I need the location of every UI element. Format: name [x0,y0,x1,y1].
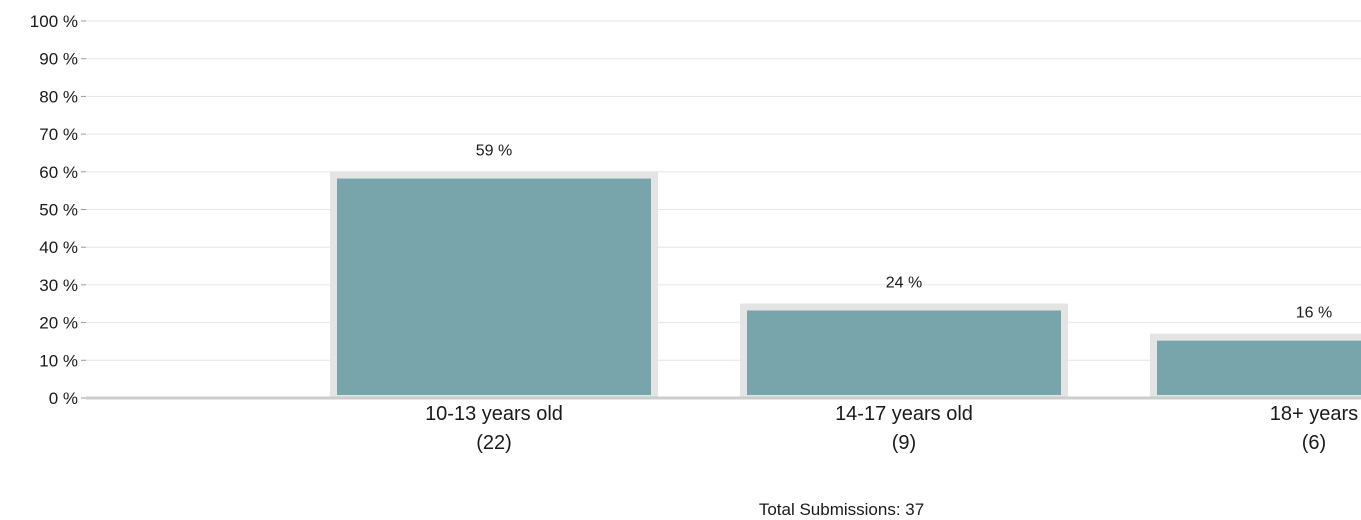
y-tick-label: 70 % [39,125,78,144]
y-tick-label: 90 % [39,50,78,69]
data-label: 59 % [476,143,512,160]
y-tick-label: 60 % [39,163,78,182]
category-count: (22) [476,432,512,454]
category-label: 14-17 years old [835,403,973,425]
total-submissions-label: Total Submissions: 37 [758,500,925,519]
bar-chart: 0 % 10 % 20 % 30 % 40 % 50 % 60 % 70 % 80 % 90 % 1… [30,12,1361,454]
category-label: 18+ years [1270,403,1358,425]
bar [747,310,1061,395]
data-label: 16 % [1296,305,1332,322]
category-count: (9) [892,432,916,454]
y-tick-label: 10 % [39,351,78,370]
footer: Total Submissions: 37 [0,500,1361,520]
category-labels: 10-13 years old (22) 14-17 years old (9) 18+… [425,403,1358,454]
gridlines [86,20,1361,399]
y-tick-label: 100 % [30,12,78,31]
y-tick-label: 50 % [39,201,78,220]
data-label: 24 % [886,275,922,292]
y-tick-label: 40 % [39,238,78,257]
category-count: (6) [1302,432,1326,454]
y-axis-ticks: 0 % 10 % 20 % 30 % 40 % 50 % 60 % 70 % 80 % 90 % 1… [30,12,86,408]
bar [1157,340,1361,395]
y-tick-label: 30 % [39,276,78,295]
data-labels: 59 % 24 % 16 % [476,143,1332,322]
y-tick-label: 80 % [39,87,78,106]
bars [330,171,1361,398]
y-tick-label: 20 % [39,314,78,333]
category-label: 10-13 years old [425,403,563,425]
bar [337,178,651,395]
y-tick-label: 0 % [49,389,78,408]
